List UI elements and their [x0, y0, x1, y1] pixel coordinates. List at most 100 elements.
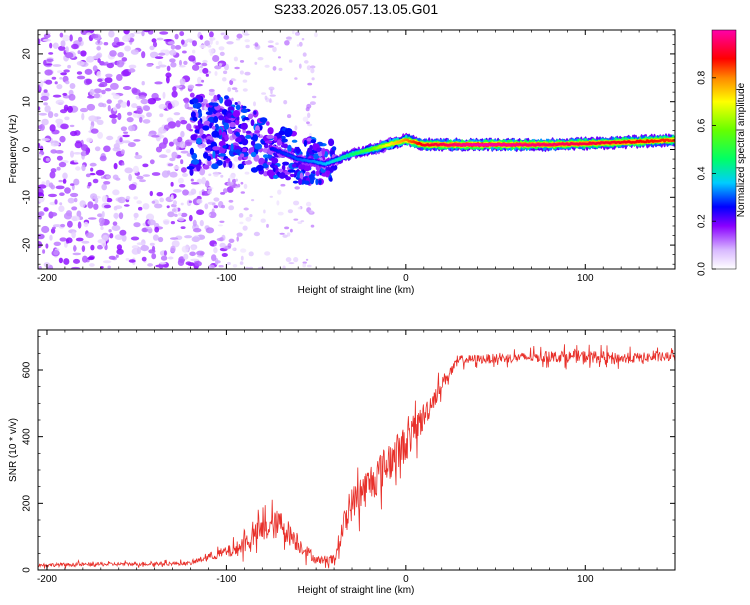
spectrogram-noise-cell	[179, 59, 182, 66]
spectrogram-noise-cell	[197, 76, 202, 84]
spectrogram-noise-cell	[55, 118, 64, 125]
spectrogram-noise-cell	[245, 266, 250, 269]
spectrogram-noise-cell	[131, 87, 138, 94]
spectrogram-marks	[38, 30, 675, 269]
spectrogram-noise-cell	[65, 52, 74, 59]
spectrogram-noise-cell	[183, 97, 190, 104]
spectrogram-noise-cell	[159, 31, 169, 35]
spectrogram-noise-cell	[196, 250, 205, 256]
spectrogram-noise-cell	[85, 78, 93, 85]
spectrogram-noise-cell	[228, 238, 235, 243]
spectrogram-xtick-label: -100	[216, 273, 236, 284]
spectrogram-noise-cell	[50, 228, 56, 234]
spectrogram-noise-cell	[269, 98, 272, 103]
spectrogram-noise-cell	[209, 31, 214, 38]
spectrogram-noise-cell	[188, 214, 193, 222]
spectrogram-noise-cell	[304, 60, 309, 64]
spectrogram-noise-cell	[92, 178, 99, 184]
spectrogram-noise-cell	[239, 261, 244, 265]
spectrogram-signal-cell	[209, 122, 213, 129]
spectrogram-noise-cell	[132, 165, 139, 174]
spectrogram-signal-cell	[302, 176, 307, 181]
spectrogram-noise-cell	[54, 199, 58, 205]
spectrogram-noise-cell	[59, 202, 63, 206]
spectrogram-noise-cell	[235, 38, 241, 41]
spectrogram-signal-cell	[196, 137, 202, 145]
spectrogram-noise-cell	[189, 92, 195, 98]
spectrogram-signal-cell	[282, 161, 290, 166]
spectrogram-noise-cell	[237, 183, 241, 188]
spectrogram-noise-cell	[204, 180, 210, 188]
snr-ytick-label: 200	[22, 495, 33, 512]
spectrogram-noise-cell	[267, 40, 274, 44]
spectrogram-noise-cell	[94, 146, 101, 152]
spectrogram-noise-cell	[208, 48, 214, 54]
colorbar-ticks: 0.0 0.2 0.4 0.6 0.8	[697, 70, 716, 276]
snr-xtick-label: -100	[216, 574, 236, 585]
spectrogram-noise-cell	[177, 177, 184, 184]
spectrogram-noise-cell	[136, 246, 142, 255]
spectrogram-noise-cell	[170, 237, 179, 240]
spectrogram-noise-cell	[64, 187, 71, 194]
spectrogram-noise-cell	[104, 77, 113, 84]
spectrogram-noise-cell	[258, 135, 264, 139]
spectrogram-noise-cell	[62, 172, 68, 180]
spectrogram-noise-cell	[52, 94, 62, 98]
spectrogram-noise-cell	[69, 83, 76, 89]
spectrogram-signal-cell	[211, 130, 220, 138]
spectrogram-noise-cell	[127, 142, 136, 148]
spectrogram-noise-cell	[302, 116, 309, 122]
spectrogram-noise-cell	[239, 221, 244, 225]
spectrogram-noise-cell	[86, 137, 93, 143]
spectrogram-noise-cell	[93, 93, 101, 99]
spectrogram-noise-cell	[307, 123, 313, 127]
spectrogram-signal-cell	[225, 158, 231, 162]
spectrogram-signal-cell	[212, 146, 220, 151]
spectrogram-noise-cell	[97, 131, 103, 139]
spectrogram-noise-cell	[109, 233, 114, 239]
spectrogram-noise-cell	[179, 78, 186, 86]
spectrogram-noise-cell	[58, 257, 64, 264]
spectrogram-noise-cell	[282, 265, 286, 269]
spectrogram-signal-cell	[266, 134, 275, 139]
spectrogram-noise-cell	[81, 144, 88, 152]
spectrogram-noise-cell	[294, 77, 298, 80]
spectrogram-noise-cell	[298, 41, 303, 47]
spectrogram-noise-cell	[264, 251, 271, 256]
spectrogram-noise-cell	[43, 33, 51, 39]
spectrogram-noise-cell	[65, 46, 69, 54]
spectrogram-noise-cell	[234, 89, 239, 93]
spectrogram-noise-cell	[151, 135, 160, 138]
spectrogram-signal-cell	[310, 139, 317, 144]
spectrogram-noise-cell	[116, 60, 125, 68]
spectrogram-noise-cell	[83, 221, 89, 228]
colorbar: 0.0 0.2 0.4 0.6 0.8 Normalized spectral ampl…	[697, 29, 747, 276]
spectrogram-noise-cell	[167, 211, 175, 218]
spectrogram-signal-cell	[224, 134, 229, 141]
spectrogram-signal-cell	[202, 164, 210, 170]
spectrogram-noise-cell	[285, 36, 292, 40]
spectrogram-signal-cell	[328, 138, 334, 147]
spectrogram-noise-cell	[141, 51, 146, 59]
spectrogram-noise-cell	[143, 105, 151, 112]
spectrogram-noise-cell	[119, 229, 127, 236]
spectrogram-noise-cell	[158, 64, 167, 68]
spectrogram-noise-cell	[257, 57, 264, 61]
spectrogram-noise-cell	[103, 260, 112, 264]
spectrogram-noise-cell	[180, 150, 189, 154]
colorbar-tick-label: 0.6	[697, 118, 708, 132]
spectrogram-signal-cell	[276, 139, 282, 146]
spectrogram-noise-cell	[208, 213, 211, 217]
spectrogram-noise-cell	[94, 34, 99, 39]
spectrogram-noise-cell	[101, 195, 108, 203]
spectrogram-noise-cell	[117, 196, 126, 204]
spectrogram-noise-cell	[219, 63, 222, 67]
spectrogram-noise-cell	[49, 171, 56, 179]
spectrogram-noise-cell	[202, 59, 208, 64]
spectrogram-noise-cell	[170, 245, 176, 253]
spectrogram-noise-cell	[87, 256, 95, 261]
spectrogram-noise-cell	[223, 188, 228, 194]
spectrogram-noise-cell	[112, 106, 118, 112]
spectrogram-noise-cell	[214, 71, 218, 76]
spectrogram-signal-cell	[201, 133, 207, 139]
